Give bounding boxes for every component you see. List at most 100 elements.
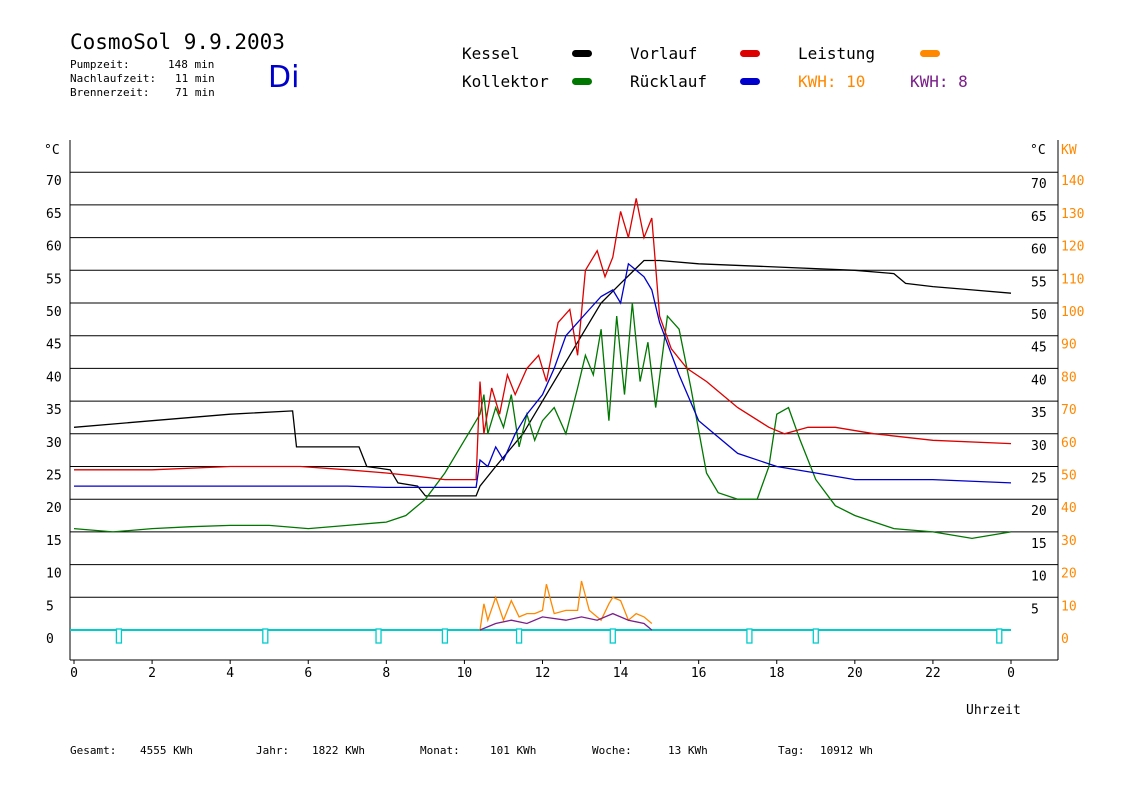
y-tick-label-right: 60 <box>1031 243 1047 258</box>
footer-tag-label: Tag: <box>778 744 805 757</box>
legend-leistung-swatch <box>920 50 940 57</box>
pump-marker <box>441 628 449 644</box>
x-tick-label: 18 <box>769 666 785 681</box>
legend-kessel-label: Kessel <box>462 44 520 63</box>
y-tick-label-right: 5 <box>1031 602 1039 617</box>
y-tick-label-left: 0 <box>46 632 54 647</box>
y2-tick-label: 60 <box>1061 436 1077 451</box>
pump-marker <box>262 628 269 644</box>
stat-label-pumpzeit: Pumpzeit: <box>70 58 130 71</box>
x-tick-label: 8 <box>382 666 390 681</box>
y-tick-label-left: 70 <box>46 174 62 189</box>
footer-gesamt-label: Gesamt: <box>70 744 117 757</box>
y-tick-label-right: 25 <box>1031 472 1047 487</box>
y2-tick-label: 70 <box>1061 403 1077 418</box>
x-tick-label: 2 <box>148 666 156 681</box>
pump-marker <box>515 628 523 644</box>
footer-woche-label: Woche: <box>592 744 632 757</box>
y2-tick-label: 100 <box>1061 305 1084 320</box>
x-axis-label: Uhrzeit <box>966 703 1021 718</box>
x-tick-label: 14 <box>613 666 629 681</box>
stat-value-brennerzeit: 71 min <box>175 86 215 99</box>
x-tick-label: 12 <box>535 666 551 681</box>
y2-tick-label: 120 <box>1061 240 1084 255</box>
legend-leistung-label: Leistung <box>798 44 876 63</box>
series-ruecklauf <box>74 262 1012 489</box>
x-tick-label: 0 <box>1007 666 1015 681</box>
y2-tick-label: 130 <box>1061 207 1084 222</box>
footer-monat-label: Monat: <box>420 744 460 757</box>
y-tick-label-left: 35 <box>46 403 62 418</box>
chart-title: CosmoSol 9.9.2003 <box>70 30 285 54</box>
y2-tick-label: 30 <box>1061 534 1077 549</box>
y2-unit: KW <box>1061 143 1077 158</box>
y2-tick-label: 80 <box>1061 370 1077 385</box>
y2-tick-label: 40 <box>1061 501 1077 516</box>
y-tick-label-left: 10 <box>46 567 62 582</box>
pump-marker <box>115 628 123 644</box>
y-tick-label-right: 10 <box>1031 570 1047 585</box>
legend-kessel-swatch <box>572 50 592 57</box>
legend-ruecklauf-swatch <box>740 78 760 85</box>
legend-ruecklauf-label: Rücklauf <box>630 72 708 91</box>
y-unit-left: °C <box>44 143 60 158</box>
footer-monat-value: 101 KWh <box>490 744 537 757</box>
y2-tick-label: 140 <box>1061 174 1084 189</box>
x-tick-label: 20 <box>847 666 863 681</box>
y2-tick-label: 0 <box>1061 632 1069 647</box>
series-kessel <box>73 259 1012 497</box>
series-vorlauf <box>74 198 1012 481</box>
weekday-label: Di <box>268 60 300 95</box>
legend-kollektor-label: Kollektor <box>462 72 549 91</box>
y-tick-label-right: 35 <box>1031 406 1047 421</box>
footer-jahr-label: Jahr: <box>256 744 290 757</box>
y-tick-label-right: 55 <box>1031 275 1047 290</box>
pump-marker <box>812 628 819 644</box>
legend-kollektor-swatch <box>572 78 592 85</box>
footer-tag-value: 10912 Wh <box>820 744 873 757</box>
x-tick-label: 10 <box>457 666 473 681</box>
y-tick-label-left: 40 <box>46 370 62 385</box>
x-tick-label: 6 <box>304 666 312 681</box>
y-tick-label-left: 5 <box>46 599 54 614</box>
y-tick-label-left: 60 <box>46 240 62 255</box>
y-tick-label-right: 45 <box>1031 341 1047 356</box>
y-tick-label-left: 25 <box>46 469 62 484</box>
legend-kwh1: KWH: 10 <box>798 72 866 91</box>
stat-value-pumpzeit: 148 min <box>168 58 215 71</box>
footer-gesamt-value: 4555 KWh <box>140 744 193 757</box>
y2-tick-label: 90 <box>1061 338 1077 353</box>
y2-tick-label: 50 <box>1061 469 1077 484</box>
legend-vorlauf-label: Vorlauf <box>630 44 698 63</box>
y-unit-right: °C <box>1030 143 1046 158</box>
y-tick-label-left: 50 <box>46 305 62 320</box>
series-kwh2 <box>479 612 653 631</box>
y-tick-label-right: 70 <box>1031 177 1047 192</box>
y-tick-label-left: 30 <box>46 436 62 451</box>
x-tick-label: 4 <box>226 666 234 681</box>
x-tick-label: 22 <box>925 666 941 681</box>
series-leistung <box>479 580 653 631</box>
y-tick-label-right: 50 <box>1031 308 1047 323</box>
stat-value-nachlaufzeit: 11 min <box>175 72 215 85</box>
y-tick-label-right: 40 <box>1031 373 1047 388</box>
pump-marker <box>609 628 616 644</box>
y-tick-label-left: 45 <box>46 338 62 353</box>
series-kollektor <box>73 302 1012 540</box>
pump-marker <box>996 628 1003 644</box>
y-tick-label-right: 15 <box>1031 537 1047 552</box>
pump-marker <box>746 628 753 644</box>
footer-jahr-value: 1822 KWh <box>312 744 365 757</box>
footer-woche-value: 13 KWh <box>668 744 708 757</box>
y-tick-label-left: 20 <box>46 501 62 516</box>
y-tick-label-left: 55 <box>46 272 62 287</box>
y2-tick-label: 20 <box>1061 567 1077 582</box>
legend-kwh2: KWH: 8 <box>910 72 968 91</box>
y2-tick-label: 110 <box>1061 272 1084 287</box>
x-tick-label: 16 <box>691 666 707 681</box>
y-tick-label-left: 65 <box>46 207 62 222</box>
y-tick-label-right: 65 <box>1031 210 1047 225</box>
y-tick-label-left: 15 <box>46 534 62 549</box>
y-tick-label-right: 30 <box>1031 439 1047 454</box>
